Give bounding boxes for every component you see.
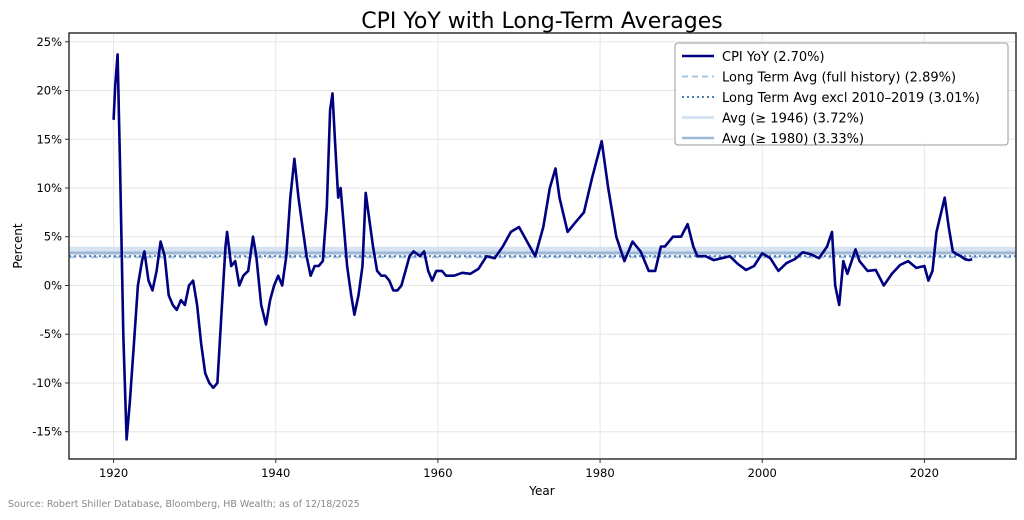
legend-entry: Avg (≥ 1946) (3.72%)	[722, 112, 864, 127]
axis-ticks: -15% -10% -5% 0% 5% 10% 15% 20% 25% 1920 1940 1960 1…	[32, 35, 939, 480]
plot-frame	[68, 32, 1017, 460]
y-tick-label: 20%	[36, 84, 62, 98]
y-tick-label: -15%	[32, 425, 62, 439]
y-tick-label: 5%	[44, 230, 62, 244]
grid	[69, 33, 1016, 459]
legend-entry: Long Term Avg (full history) (2.89%)	[722, 71, 956, 86]
y-axis-label: Percent	[11, 223, 25, 268]
series-cpi-yoy-line	[112, 53, 973, 441]
x-tick-label: 2020	[910, 466, 939, 480]
legend-entry: CPI YoY (2.70%)	[722, 50, 825, 65]
x-axis-label: Year	[528, 484, 554, 498]
y-tick-label: 15%	[36, 132, 62, 146]
x-tick-label: 1920	[99, 466, 128, 480]
legend-entry: Avg (≥ 1980) (3.33%)	[722, 132, 864, 147]
x-tick-label: 1980	[585, 466, 614, 480]
y-tick-label: 0%	[44, 278, 62, 292]
x-tick-label: 1940	[261, 466, 290, 480]
legend-entry: Long Term Avg excl 2010–2019 (3.01%)	[722, 91, 980, 106]
y-tick-label: 10%	[36, 181, 62, 195]
y-tick-label: 25%	[36, 35, 62, 49]
legend: CPI YoY (2.70%) Long Term Avg (full histo…	[674, 42, 1009, 147]
average-lines	[69, 246, 1016, 259]
x-tick-label: 2000	[748, 466, 777, 480]
y-tick-label: -5%	[40, 327, 62, 341]
y-tick-label: -10%	[32, 376, 62, 390]
x-tick-label: 1960	[423, 466, 452, 480]
chart-title: CPI YoY with Long-Term Averages	[361, 9, 722, 34]
legend-frame	[674, 42, 1009, 146]
source-note: Source: Robert Shiller Database, Bloombe…	[8, 499, 360, 510]
